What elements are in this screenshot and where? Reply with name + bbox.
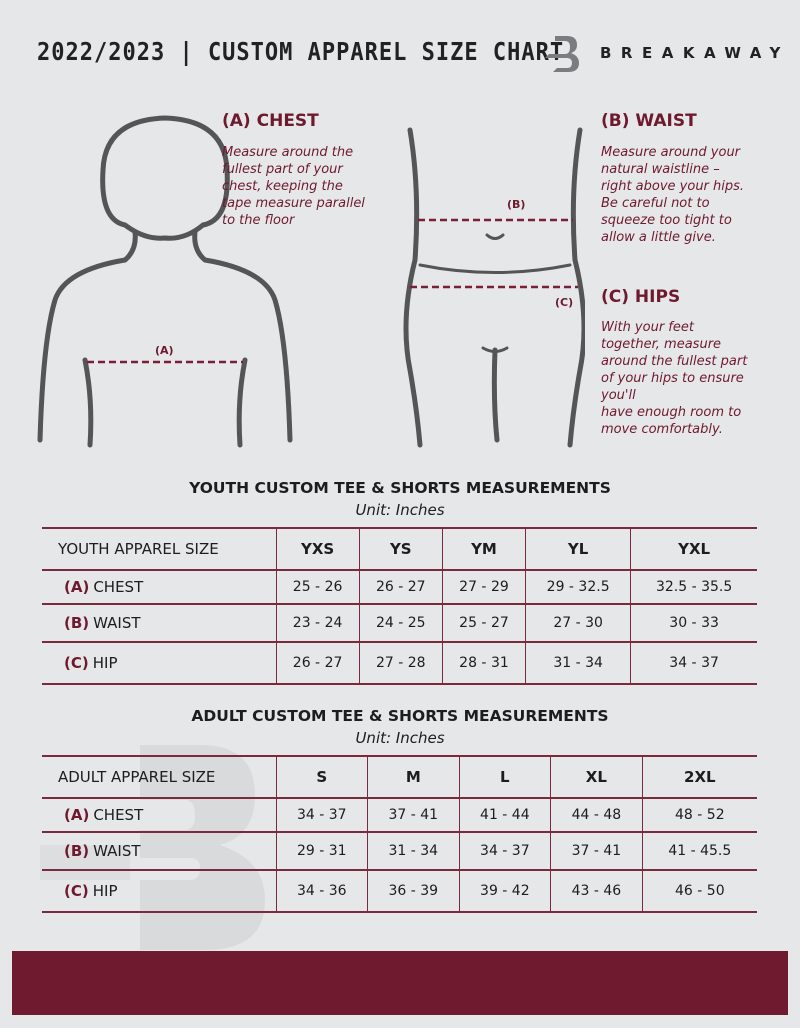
footer-bar [12,951,788,1015]
cell: 24 - 25 [358,603,443,643]
cell: 30 - 33 [630,603,757,643]
cell: 34 - 37 [275,797,368,833]
cell: 27 - 30 [525,603,631,643]
table-header-row: YOUTH APPAREL SIZE YXS YS YM YL YXL [42,527,757,571]
adult-size-table: ADULT APPAREL SIZE S M L XL 2XL (A) CHEST… [42,755,757,913]
row-code: (C) [64,882,89,900]
size-header: YXL [630,527,757,571]
row-label: CHEST [93,578,144,596]
row-label: CHEST [93,806,144,824]
cell: 26 - 27 [275,641,360,685]
cell: 29 - 32.5 [525,569,631,605]
brand-name: BREAKAWAY [600,44,790,62]
row-code: (B) [64,842,90,860]
cell: 32.5 - 35.5 [630,569,757,605]
adult-unit: Unit: Inches [355,729,445,747]
cell: 34 - 37 [458,831,551,871]
cell: 48 - 52 [641,797,757,833]
size-header: YL [525,527,631,571]
cell: 39 - 42 [458,869,551,913]
youth-unit: Unit: Inches [355,501,445,519]
size-header: YXS [275,527,360,571]
row-code: (B) [64,614,90,632]
cell: 28 - 31 [441,641,526,685]
breakaway-logo [545,36,579,72]
row-label: HIP [92,654,118,672]
waist-marker: (B) [507,198,526,211]
table-row-hip: (C) HIP 34 - 36 36 - 39 39 - 42 43 - 46 46 - … [42,869,757,913]
chest-heading: (A) CHEST [222,111,319,131]
size-header: XL [550,755,643,799]
row-code: (A) [64,806,90,824]
table-row-chest: (A) CHEST 34 - 37 37 - 41 41 - 44 44 - 48 48 … [42,797,757,833]
cell: 37 - 41 [367,797,460,833]
table-row-waist: (B) WAIST 23 - 24 24 - 25 25 - 27 27 - 30 30 … [42,603,757,643]
size-header: YS [358,527,443,571]
row-code: (A) [64,578,90,596]
hips-description: With your feet together, measure around th… [601,320,748,437]
youth-table-title: YOUTH CUSTOM TEE & SHORTS MEASUREMENTS [189,479,611,497]
table-row-hip: (C) HIP 26 - 27 27 - 28 28 - 31 31 - 34 34 - … [42,641,757,685]
row-code: (C) [64,654,89,672]
cell: 41 - 45.5 [641,831,757,871]
waist-heading: (B) WAIST [601,111,697,131]
size-header: 2XL [641,755,757,799]
size-header: L [458,755,551,799]
youth-size-table: YOUTH APPAREL SIZE YXS YS YM YL YXL (A) C… [42,527,757,685]
waist-description: Measure around your natural waistline – ri… [601,145,745,245]
table-header-row: ADULT APPAREL SIZE S M L XL 2XL [42,755,757,799]
header-label: YOUTH APPAREL SIZE [42,527,276,571]
page-title: 2022/2023 | CUSTOM APPAREL SIZE CHART [37,38,565,67]
row-label: WAIST [93,614,141,632]
cell: 36 - 39 [367,869,460,913]
size-header: S [275,755,368,799]
size-header: YM [441,527,526,571]
hips-marker: (C) [555,296,574,309]
row-label: HIP [92,882,118,900]
chest-description: Measure around the fullest part of your ch… [222,145,365,228]
size-header: M [367,755,460,799]
cell: 29 - 31 [275,831,368,871]
cell: 44 - 48 [550,797,643,833]
cell: 34 - 36 [275,869,368,913]
table-row-waist: (B) WAIST 29 - 31 31 - 34 34 - 37 37 - 41 41 … [42,831,757,871]
cell: 25 - 26 [275,569,360,605]
cell: 27 - 28 [358,641,443,685]
cell: 43 - 46 [550,869,643,913]
body-measurement-illustration [37,115,585,448]
hips-heading: (C) HIPS [601,287,681,307]
cell: 34 - 37 [630,641,757,685]
adult-table-title: ADULT CUSTOM TEE & SHORTS MEASUREMENTS [191,707,609,725]
cell: 31 - 34 [367,831,460,871]
cell: 27 - 29 [441,569,526,605]
row-label: WAIST [93,842,141,860]
cell: 31 - 34 [525,641,631,685]
cell: 26 - 27 [358,569,443,605]
header-label: ADULT APPAREL SIZE [42,755,276,799]
cell: 46 - 50 [641,869,757,913]
chest-marker: (A) [155,344,174,357]
cell: 23 - 24 [275,603,360,643]
cell: 41 - 44 [458,797,551,833]
table-row-chest: (A) CHEST 25 - 26 26 - 27 27 - 29 29 - 32.5 3… [42,569,757,605]
cell: 37 - 41 [550,831,643,871]
cell: 25 - 27 [441,603,526,643]
